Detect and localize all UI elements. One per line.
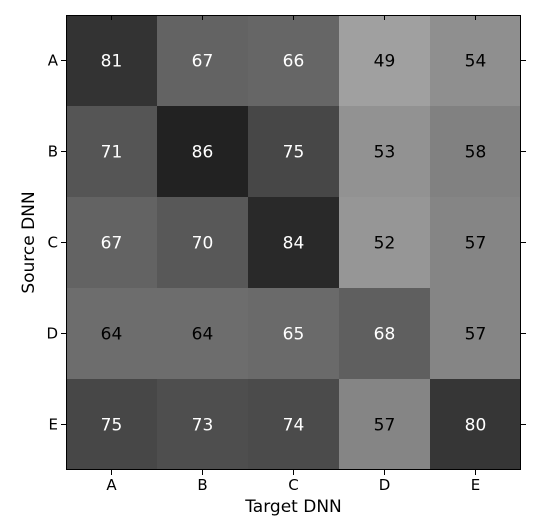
heatmap-value-label: 75: [101, 416, 123, 436]
heatmap-value-label: 74: [283, 416, 305, 436]
heatmap-cell-B-B: [157, 106, 248, 197]
heatmap-value-label: 58: [465, 143, 487, 163]
heatmap-value-label: 49: [374, 52, 396, 72]
heatmap-value-label: 64: [101, 325, 123, 345]
heatmap-cell-C-C: [248, 197, 339, 288]
y-tick-label: B: [48, 143, 58, 161]
heatmap-cell-C-A: [66, 197, 157, 288]
heatmap-value-label: 57: [374, 416, 396, 436]
heatmap-cell-D-A: [66, 288, 157, 379]
y-tick-label: C: [48, 234, 58, 252]
heatmap-value-label: 53: [374, 143, 396, 163]
heatmap-cell-D-D: [339, 288, 430, 379]
heatmap-cell-E-D: [339, 379, 430, 470]
y-tick-label: E: [49, 416, 58, 434]
heatmap-cell-D-B: [157, 288, 248, 379]
heatmap-value-label: 67: [192, 52, 214, 72]
x-tick-label: D: [379, 476, 391, 494]
heatmap-cell-C-E: [430, 197, 521, 288]
heatmap-cell-A-E: [430, 15, 521, 106]
heatmap-cells: [66, 15, 521, 470]
axis-ticks: A B C D E A B C D E: [46, 15, 526, 494]
heatmap-cell-E-C: [248, 379, 339, 470]
heatmap-value-label: 84: [283, 234, 305, 254]
heatmap-cell-C-D: [339, 197, 430, 288]
heatmap-value-label: 64: [192, 325, 214, 345]
x-tick-label: B: [197, 476, 207, 494]
y-tick-label: A: [48, 52, 59, 70]
x-tick-label: C: [288, 476, 298, 494]
heatmap-cell-B-A: [66, 106, 157, 197]
x-axis-label: Target DNN: [244, 497, 342, 517]
heatmap-cell-D-C: [248, 288, 339, 379]
heatmap-cell-A-D: [339, 15, 430, 106]
x-tick-label: A: [106, 476, 117, 494]
heatmap-value-label: 66: [283, 52, 305, 72]
heatmap-value-label: 70: [192, 234, 214, 254]
heatmap-cell-E-B: [157, 379, 248, 470]
heatmap-value-label: 68: [374, 325, 396, 345]
heatmap-cell-E-E: [430, 379, 521, 470]
heatmap-value-label: 75: [283, 143, 305, 163]
heatmap-cell-A-B: [157, 15, 248, 106]
y-tick-label: D: [46, 325, 58, 343]
heatmap-value-label: 52: [374, 234, 396, 254]
heatmap-cell-labels: 81 67 66 49 54 71 86 75 53 58 67 70 84 52 57 64 64 65 68 57…: [101, 52, 487, 436]
heatmap-value-label: 57: [465, 234, 487, 254]
heatmap-value-label: 80: [465, 416, 487, 436]
heatmap-value-label: 73: [192, 416, 214, 436]
heatmap-cell-B-D: [339, 106, 430, 197]
heatmap-cell-B-C: [248, 106, 339, 197]
x-tick-label: E: [471, 476, 480, 494]
heatmap-cell-E-A: [66, 379, 157, 470]
heatmap-value-label: 65: [283, 325, 305, 345]
heatmap-value-label: 86: [192, 143, 214, 163]
heatmap-value-label: 57: [465, 325, 487, 345]
heatmap-value-label: 67: [101, 234, 123, 254]
heatmap-cell-A-A: [66, 15, 157, 106]
heatmap-cell-D-E: [430, 288, 521, 379]
heatmap-value-label: 54: [465, 52, 487, 72]
heatmap-cell-C-B: [157, 197, 248, 288]
heatmap-value-label: 81: [101, 52, 123, 72]
heatmap-cell-A-C: [248, 15, 339, 106]
heatmap-value-label: 71: [101, 143, 123, 163]
y-axis-label: Source DNN: [19, 191, 39, 293]
heatmap-cell-B-E: [430, 106, 521, 197]
